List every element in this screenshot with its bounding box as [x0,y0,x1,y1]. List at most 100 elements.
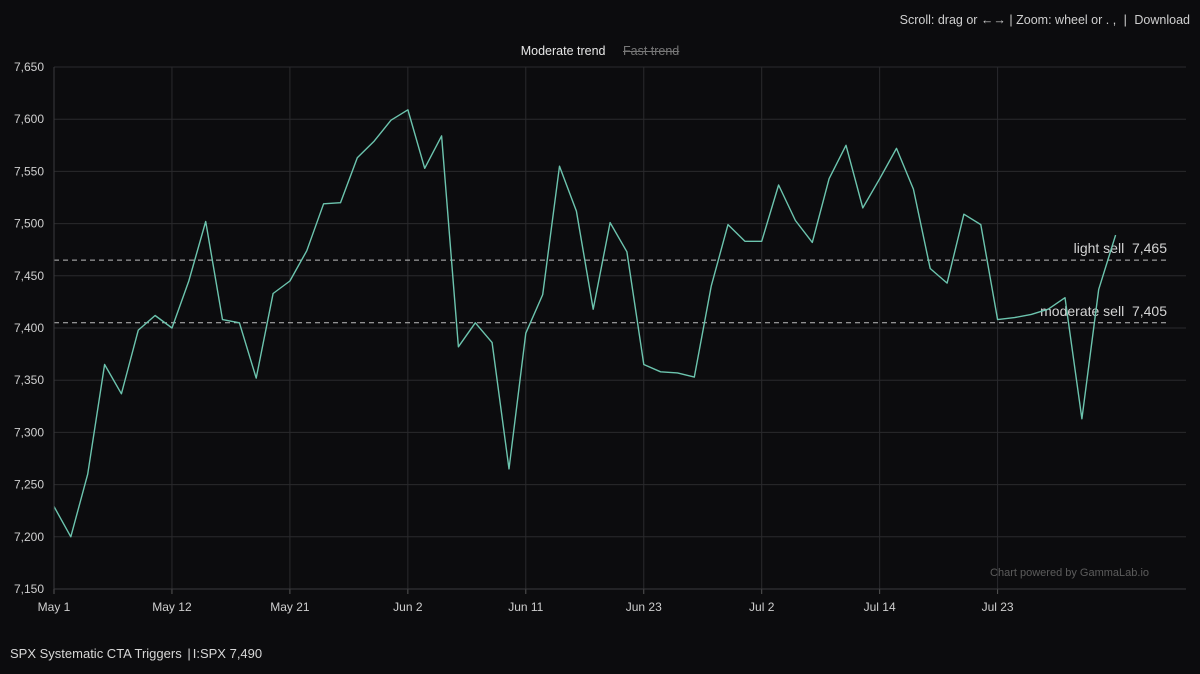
data-point [845,144,847,146]
x-tick-label: Jul 2 [749,600,775,614]
footer-price: 7,490 [229,646,263,661]
data-point [120,393,122,395]
x-tick-label: May 12 [152,600,192,614]
data-point [575,210,577,212]
data-point [525,332,527,334]
data-point [794,219,796,221]
chart-toolbar: Scroll: drag or ←→ | Zoom: wheel or . , … [900,13,1190,27]
data-point [407,109,409,111]
data-point [558,165,560,167]
data-point [929,267,931,269]
y-tick-label: 7,600 [14,112,44,126]
threshold-label: light sell 7,465 [1074,240,1168,256]
x-tick-label: May 21 [270,600,310,614]
data-point [137,329,139,331]
y-tick-label: 7,550 [14,164,44,178]
data-point [980,223,982,225]
x-tick-label: Jun 11 [508,600,543,614]
x-tick-label: Jul 23 [982,600,1014,614]
data-point [1114,234,1116,236]
data-point [626,251,628,253]
data-point [70,536,72,538]
data-point [390,119,392,121]
data-point [828,178,830,180]
data-point [424,167,426,169]
data-point [491,341,493,343]
series-line-moderate-trend [53,109,1117,538]
y-tick-label: 7,450 [14,269,44,283]
data-point [895,147,897,149]
data-point [221,318,223,320]
y-tick-label: 7,300 [14,425,44,439]
y-tick-label: 7,350 [14,373,44,387]
data-point [1081,418,1083,420]
data-point [727,223,729,225]
y-tick-label: 7,400 [14,321,44,335]
data-point [946,282,948,284]
data-point [996,318,998,320]
data-point [592,308,594,310]
footer-title: SPX Systematic CTA Triggers [10,646,182,661]
data-point [541,293,543,295]
data-point [289,280,291,282]
download-button[interactable]: Download [1134,13,1190,27]
y-tick-label: 7,250 [14,478,44,492]
zoom-hint: Zoom: wheel or . , [1016,13,1117,27]
data-point [87,473,89,475]
data-point [777,184,779,186]
series-layer [53,109,1117,538]
scroll-hint: Scroll: drag or ←→ [899,13,1006,27]
data-point [103,363,105,365]
x-tick-label: May 1 [38,600,71,614]
data-point [457,346,459,348]
data-point [306,250,308,252]
data-point [811,241,813,243]
y-tick-label: 7,500 [14,217,44,231]
data-point [609,221,611,223]
data-point [255,377,257,379]
data-point [339,202,341,204]
data-point [1013,316,1015,318]
data-point [1047,308,1049,310]
data-point [440,135,442,137]
data-point [356,157,358,159]
data-point [710,285,712,287]
toolbar-separator: | [1009,13,1013,27]
chart-legend: Moderate trend Fast trend [0,44,1200,58]
data-point [963,213,965,215]
data-point [1064,297,1066,299]
data-point [171,327,173,329]
y-tick-label: 7,150 [14,582,44,596]
data-point [188,280,190,282]
data-point [272,292,274,294]
y-tick-label: 7,650 [14,60,44,74]
data-point [744,240,746,242]
y-tick-label: 7,200 [14,530,44,544]
chart-footer: SPX Systematic CTA Triggers | I:SPX 7,490 [10,646,262,661]
x-tick-label: Jun 2 [393,600,423,614]
data-point [676,372,678,374]
data-point [659,371,661,373]
footer-ticker: I:SPX [192,646,226,661]
axes: 7,150 7,200 7,250 7,300 7,350 7,400 7,450 7,500… [14,60,1186,614]
footer-separator: | [187,646,191,661]
data-point [1030,313,1032,315]
toolbar-separator: | [1123,13,1127,27]
legend-item-fast-trend[interactable]: Fast trend [622,44,680,58]
threshold-lines: light sell 7,465 moderate sell 7,405 [54,240,1168,324]
data-point [474,322,476,324]
data-point [508,468,510,470]
data-point [1098,288,1100,290]
data-point [373,140,375,142]
legend-item-moderate-trend[interactable]: Moderate trend [520,44,606,58]
x-tick-label: Jul 14 [864,600,896,614]
data-point [238,322,240,324]
data-point [154,314,156,316]
data-point [204,220,206,222]
x-tick-label: Jun 23 [626,600,662,614]
data-point [643,363,645,365]
data-point [862,207,864,209]
threshold-label: moderate sell 7,405 [1040,303,1167,319]
